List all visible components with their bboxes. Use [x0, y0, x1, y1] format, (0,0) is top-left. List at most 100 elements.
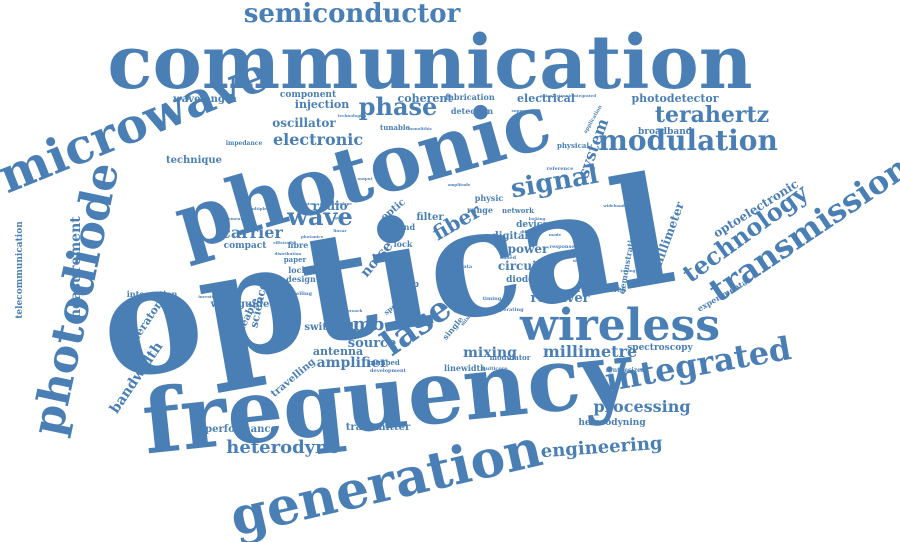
- word-amplitude: amplitude: [448, 182, 471, 187]
- word-line: line: [455, 295, 468, 302]
- word-mode: mode: [549, 232, 562, 237]
- word-semiconductor: semiconductor: [244, 0, 461, 29]
- word-wavelength: wavelength: [172, 94, 237, 105]
- word-emission: emission: [295, 201, 315, 206]
- word-technique: technique: [166, 155, 222, 166]
- word-photodetector: photodetector: [631, 92, 718, 105]
- word-loop: loop: [397, 280, 419, 290]
- word-investigation: investigation: [198, 294, 227, 299]
- word-pumped: pumped: [368, 358, 400, 367]
- word-optoelectronicintegrated: optoelectronicintegrated: [540, 93, 596, 98]
- word-wave: wave: [286, 202, 352, 231]
- word-dual: dual: [565, 219, 575, 224]
- word-spectroscopy: spectroscopy: [627, 343, 693, 353]
- word-electronic: electronic: [273, 130, 363, 149]
- word-sideband: sideband: [573, 258, 593, 263]
- word-heterodyne: heterodyne: [226, 437, 339, 458]
- word-electrical: electrical: [517, 92, 575, 105]
- word-diode: diode: [506, 275, 534, 285]
- word-performance: performance: [205, 424, 277, 435]
- word-timing: timing: [483, 296, 502, 302]
- word-device: device: [516, 220, 548, 230]
- word-filter: filter: [416, 212, 444, 223]
- word-amplifier: amplifier: [317, 355, 388, 371]
- word-telecommunication: telecommunication: [15, 221, 25, 319]
- word-linewidth: linewidth: [444, 363, 486, 373]
- word-component: component: [280, 90, 337, 100]
- word-high: high: [549, 254, 559, 259]
- word-comb: comb: [330, 314, 385, 335]
- word-receiver: receiver: [531, 291, 590, 306]
- word-range: range: [467, 205, 493, 215]
- word-switched: switched: [304, 322, 353, 333]
- word-digital: digital: [492, 231, 529, 242]
- word-spectral: spectral: [333, 215, 352, 220]
- word-fibre: fibre: [288, 240, 309, 250]
- word-output: output: [358, 176, 373, 181]
- word-source: source: [348, 336, 396, 351]
- word-paper: paper: [284, 255, 307, 264]
- word-operating: operating: [496, 307, 524, 313]
- word-modulator: modulator: [490, 353, 531, 362]
- word-band: band: [393, 222, 416, 232]
- word-suppression: suppression: [511, 108, 538, 113]
- word-based: based: [500, 255, 517, 261]
- word-monolithic: monolithic: [408, 126, 433, 131]
- word-wireless: wireless: [519, 300, 720, 351]
- word-radio: radio: [312, 199, 347, 213]
- word-network: network: [502, 206, 534, 215]
- word-efficiency: efficiency: [273, 240, 295, 245]
- word-heterodyning: heterodyning: [578, 418, 646, 428]
- word-response: response: [549, 244, 574, 250]
- word-waveguide: waveguide: [210, 299, 270, 310]
- word-modelling: modelling: [284, 291, 313, 297]
- word-physic: physic: [475, 193, 504, 203]
- word-circuit: circuit: [498, 259, 543, 273]
- word-phase: phase: [359, 92, 438, 121]
- word-tuning: tuning: [621, 268, 636, 273]
- word-development: development: [370, 368, 407, 374]
- word-broadband: broadband: [638, 127, 693, 137]
- word-approach: approach: [342, 308, 363, 313]
- word-locked: locked: [288, 265, 318, 275]
- word-data: data: [460, 264, 473, 270]
- word-photonics: photonics: [301, 234, 324, 239]
- word-frequencies: frequencies: [574, 284, 627, 294]
- word-reference: reference: [547, 166, 574, 172]
- word-wideband: wideband: [602, 203, 625, 208]
- word-power: power: [508, 242, 549, 256]
- word-mixing: mixing: [463, 345, 517, 361]
- word-distribution: distribution: [275, 251, 302, 256]
- word-tunable: tunable: [380, 123, 411, 132]
- word-integration: integration: [127, 289, 178, 299]
- word-millimetre: millimetre: [543, 342, 637, 361]
- word-different: different: [520, 229, 540, 234]
- word-lock: lock: [394, 239, 413, 249]
- word-antenna: antenna: [313, 345, 363, 358]
- word-detection: detection: [451, 106, 493, 116]
- word-compact: compact: [224, 241, 268, 251]
- word-oscillator: oscillator: [272, 116, 336, 130]
- word-envelope: envelope: [332, 201, 352, 206]
- word-multicore: multicore: [480, 366, 507, 372]
- word-measurement: measurement: [68, 216, 84, 324]
- word-modulation: modulation: [598, 124, 778, 157]
- word-implementation: implementation: [218, 216, 254, 221]
- word-fabrication: fabrication: [445, 92, 495, 102]
- word-carrier: carrier: [221, 223, 283, 242]
- word-design: design: [286, 274, 316, 284]
- word-synthesizer: synthesizer: [606, 367, 645, 374]
- word-engineering: engineering: [540, 433, 664, 462]
- word-communication: communication: [107, 20, 752, 106]
- word-linear: linear: [333, 228, 347, 233]
- word-locking: locking: [529, 216, 546, 221]
- word-physical: physical: [557, 141, 589, 150]
- word-multiplexing: multiplexing: [248, 206, 277, 211]
- word-terahertz: terahertz: [655, 102, 769, 128]
- word-coherent: coherent: [398, 92, 454, 105]
- word-processing: processing: [593, 397, 690, 416]
- word-injection: injection: [295, 98, 349, 111]
- word-transmitter: transmitter: [346, 422, 411, 433]
- word-impedance: impedance: [226, 140, 263, 147]
